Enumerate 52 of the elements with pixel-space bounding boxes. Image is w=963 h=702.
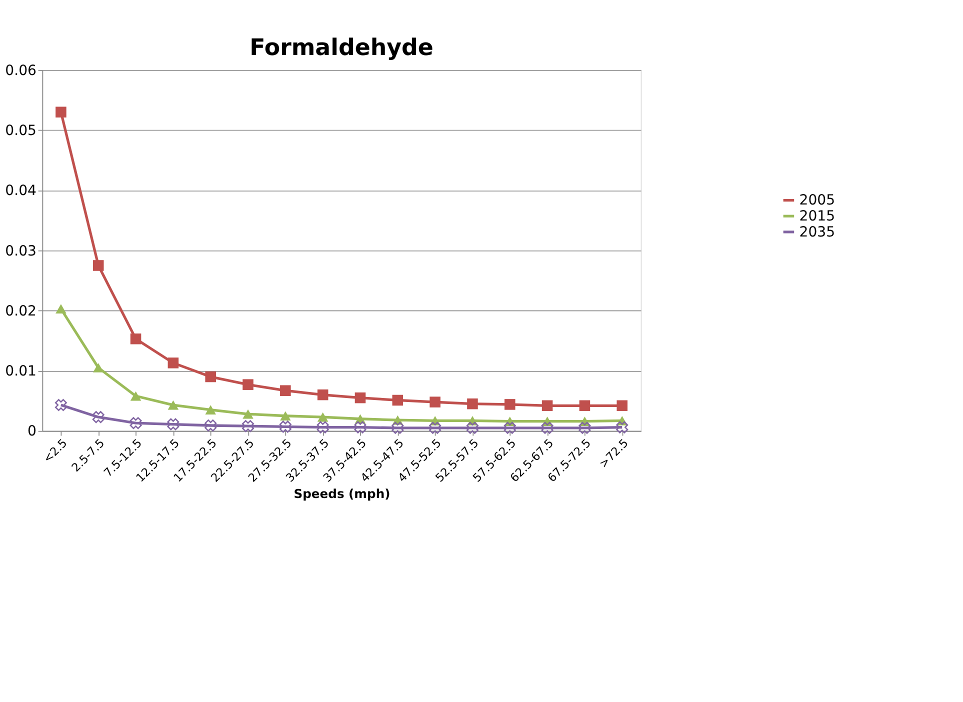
point <box>92 411 104 424</box>
point <box>54 399 67 412</box>
point <box>504 399 516 410</box>
point <box>579 400 590 412</box>
point <box>317 389 328 400</box>
y-tick-label: 0.04 <box>5 183 37 200</box>
point <box>167 418 180 430</box>
point <box>354 421 366 434</box>
legend-label: 2005 <box>799 192 836 209</box>
point <box>279 420 292 433</box>
point <box>578 422 591 434</box>
point <box>130 333 142 344</box>
y-tick-label: 0.05 <box>5 122 37 139</box>
point <box>56 304 66 314</box>
point <box>392 422 404 434</box>
point <box>242 409 254 419</box>
legend-label: 2015 <box>799 208 836 225</box>
point <box>392 394 404 406</box>
point <box>429 422 442 434</box>
point <box>466 422 478 434</box>
y-tick-label: 0 <box>28 424 37 440</box>
point <box>280 411 291 421</box>
y-tick-label: 0.02 <box>5 303 37 320</box>
point <box>130 391 142 401</box>
point <box>242 379 254 390</box>
chart-title: Formaldehyde <box>250 35 434 62</box>
y-tick-label: 0.03 <box>5 243 37 260</box>
point <box>430 396 440 408</box>
point <box>204 420 217 432</box>
point <box>467 398 478 410</box>
point <box>92 260 104 271</box>
point <box>92 363 104 372</box>
point <box>616 421 628 434</box>
legend-label: 2035 <box>799 224 836 240</box>
x-axis-title: Speeds (mph) <box>294 486 390 501</box>
point <box>504 422 516 434</box>
point <box>242 420 254 432</box>
point <box>317 412 328 422</box>
point <box>354 392 366 404</box>
point <box>168 358 179 368</box>
point <box>541 422 554 434</box>
y-tick-label: 0.06 <box>5 62 37 79</box>
point <box>205 371 216 382</box>
point <box>168 400 179 410</box>
point <box>56 106 66 118</box>
point <box>542 400 553 412</box>
y-tick-label: 0.01 <box>5 364 37 380</box>
point <box>205 405 216 415</box>
point <box>316 421 329 434</box>
point <box>130 417 142 430</box>
point <box>280 385 291 396</box>
point <box>616 400 628 412</box>
